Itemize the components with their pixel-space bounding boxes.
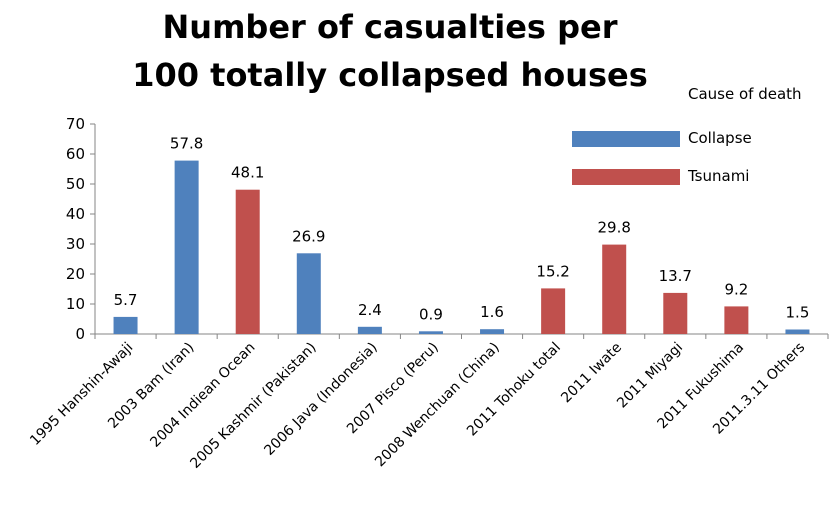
data-label: 9.2 (724, 280, 748, 298)
category-label: 2005 Kashmir (Pakistan) (187, 340, 319, 472)
bar (418, 331, 443, 334)
y-tick-label: 10 (66, 295, 85, 313)
bar (113, 316, 138, 334)
data-label: 48.1 (231, 164, 264, 182)
y-tick-label: 60 (66, 145, 85, 163)
data-label: 29.8 (598, 219, 631, 237)
chart-title-line-1: Number of casualties per (163, 8, 618, 46)
legend-swatch (572, 169, 680, 185)
y-tick-label: 50 (66, 175, 85, 193)
bars (113, 160, 810, 334)
data-label: 15.2 (536, 262, 569, 280)
y-tick-label: 0 (75, 325, 85, 343)
legend-title: Cause of death (688, 85, 802, 103)
y-tick-label: 30 (66, 235, 85, 253)
category-label: 2011 Iwate (558, 340, 625, 407)
y-tick-label: 40 (66, 205, 85, 223)
y-tick-label: 20 (66, 265, 85, 283)
bar (663, 292, 688, 334)
axes: 0 10 20 30 40 50 60 70 (66, 115, 829, 343)
data-label: 13.7 (659, 267, 692, 285)
chart-title-line-2: 100 totally collapsed houses (132, 56, 648, 94)
y-tick-label: 70 (66, 115, 85, 133)
bar (174, 160, 199, 334)
data-label: 0.9 (419, 305, 443, 323)
bar (235, 189, 260, 334)
data-label: 57.8 (170, 135, 203, 153)
category-label: 1995 Hanshin-Awaji (27, 340, 136, 449)
data-labels: 5.7 57.8 48.1 26.9 2.4 0.9 1.6 15.2 29.8 13.7 9.2 1… (114, 135, 810, 324)
bar (785, 329, 810, 334)
legend-swatch (572, 131, 680, 147)
data-label: 1.6 (480, 303, 504, 321)
data-label: 5.7 (114, 291, 138, 309)
category-label: 2004 Indiean Ocean (147, 340, 258, 451)
bar (480, 329, 505, 334)
legend-label: Tsunami (687, 167, 749, 185)
data-label: 26.9 (292, 227, 325, 245)
bar (724, 306, 749, 334)
data-label: 2.4 (358, 301, 382, 319)
legend: Collapse Tsunami (572, 129, 752, 185)
category-label: 2008 Wenchuan (China) (372, 340, 503, 471)
bar (357, 326, 382, 334)
data-label: 1.5 (786, 304, 810, 322)
bar (296, 253, 321, 334)
category-label: 2006 Java (Indonesia) (261, 340, 380, 459)
bar (602, 244, 627, 334)
bar (541, 288, 566, 334)
legend-label: Collapse (688, 129, 752, 147)
